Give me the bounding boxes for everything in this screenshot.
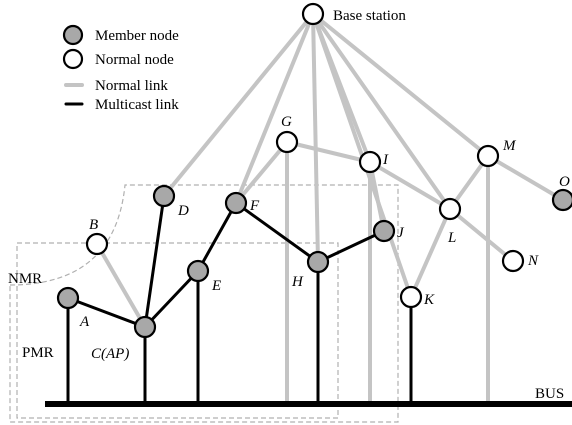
legend-normal-node-label: Normal node — [95, 52, 174, 68]
node-label-l: L — [447, 230, 456, 246]
multicast-link-E-F — [196, 201, 238, 273]
normal-link-M-O — [486, 154, 565, 202]
node-label-g: G — [281, 114, 292, 130]
node-label-c: C(AP) — [91, 346, 129, 362]
normal-link-I-L — [368, 160, 452, 211]
legend: Member node Normal node Normal link Mult… — [62, 24, 179, 113]
node-l — [438, 197, 462, 221]
node-b — [85, 232, 109, 256]
normal-link-L-K — [409, 207, 452, 299]
node-label-o: O — [559, 174, 570, 190]
legend-member-node-icon — [62, 24, 84, 46]
node-k — [399, 285, 423, 309]
node-label-j: J — [397, 225, 405, 241]
normal-link-base-D — [162, 12, 315, 198]
legend-normal-link-label: Normal link — [95, 78, 168, 94]
normal-link-base-F — [234, 12, 315, 205]
nmr-label: NMR — [8, 271, 42, 287]
normal-link-base-M — [311, 12, 490, 158]
normal-link-G-F — [234, 140, 289, 205]
node-label-d: D — [177, 203, 189, 219]
node-label-m: M — [502, 138, 517, 154]
node-n — [501, 249, 525, 273]
multicast-link-C-D — [143, 194, 166, 329]
node-base — [301, 2, 325, 26]
node-d — [152, 184, 176, 208]
node-g — [275, 130, 299, 154]
normal-link-I-J — [368, 160, 386, 233]
legend-multicast-link-label: Multicast link — [95, 97, 179, 113]
normal-link-B-C — [95, 242, 147, 329]
node-c — [133, 315, 157, 339]
node-i — [358, 150, 382, 174]
normal-link-base-H — [311, 12, 320, 264]
normal-link-L-N — [448, 207, 515, 263]
node-label-f: F — [249, 198, 260, 214]
node-e — [186, 259, 210, 283]
multicast-link-C-E — [143, 269, 200, 329]
normal-link-base-L — [311, 12, 452, 211]
node-h — [306, 250, 330, 274]
node-f — [224, 191, 248, 215]
bus-drop-links-layer — [66, 140, 490, 406]
node-m — [476, 144, 500, 168]
node-label-n: N — [527, 253, 539, 269]
node-label-k: K — [423, 292, 435, 308]
pmr-label: PMR — [22, 345, 54, 361]
legend-normal-node-icon — [62, 48, 84, 70]
multicast-link-F-H — [234, 201, 320, 264]
nodes-layer: Base station A B C(AP) D E F G H I J K L M N O — [56, 2, 572, 362]
multicast-link-A-C — [66, 296, 147, 329]
multicast-link-H-J — [316, 229, 386, 264]
node-a — [56, 286, 80, 310]
legend-member-node-label: Member node — [95, 28, 179, 44]
pmr-region-outline — [16, 242, 339, 419]
node-j — [372, 219, 396, 243]
node-label-i: I — [382, 152, 389, 168]
node-label-e: E — [211, 278, 221, 294]
node-label-base: Base station — [333, 8, 406, 24]
bus-label: BUS — [535, 386, 564, 402]
normal-links-layer — [95, 12, 565, 329]
node-label-b: B — [89, 217, 98, 233]
multicast-links-layer — [66, 194, 386, 329]
normal-link-G-I — [285, 140, 372, 164]
node-o — [551, 188, 572, 212]
node-label-a: A — [79, 314, 90, 330]
node-label-h: H — [291, 274, 304, 290]
